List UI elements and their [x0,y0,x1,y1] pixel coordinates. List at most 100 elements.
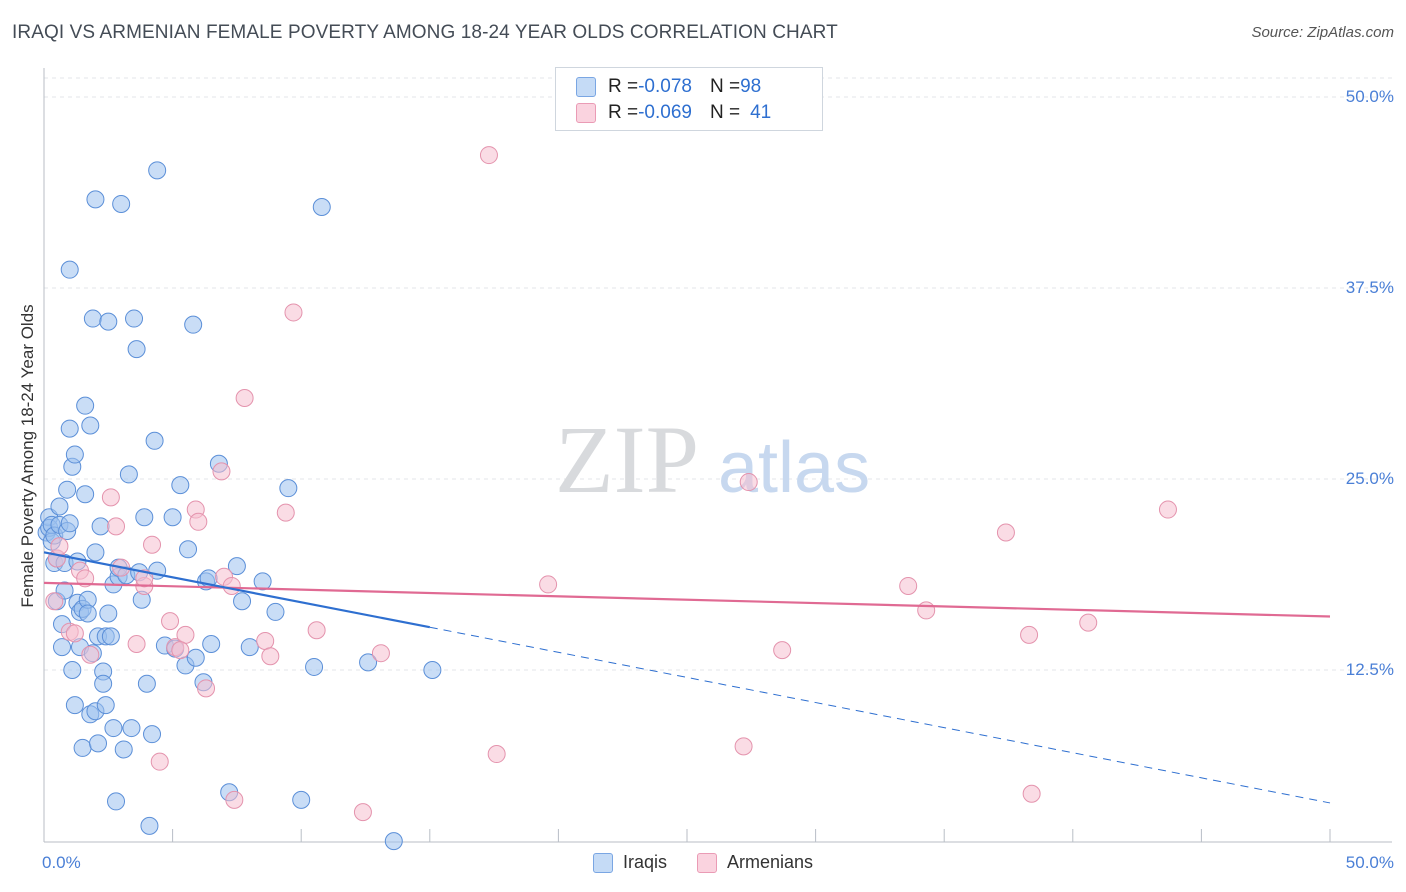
iraqis-point [140,816,159,835]
iraqis-point [266,602,285,621]
armenians-point [996,523,1015,542]
legend: Iraqis Armenians [0,852,1406,873]
armenians-point [1158,500,1177,519]
iraqis-point [184,315,203,334]
iraqis-point [91,517,110,536]
legend-item-iraqis[interactable]: Iraqis [592,852,667,873]
iraqis-point [305,657,324,676]
armenians-n-value: 41 [750,102,772,123]
grid-lines [44,77,1392,671]
armenians-point [773,641,792,660]
armenians-r-label: R = [608,102,639,123]
iraqis-point [81,416,100,435]
iraqis-point [233,592,252,611]
armenians-point [212,462,231,481]
watermark-atlas: atlas [718,428,870,508]
iraqis-point [94,674,113,693]
armenians-point [76,569,95,588]
iraqis-point [60,260,79,279]
armenians-point [222,576,241,595]
iraqis-point [53,638,72,657]
iraqis-n-value: 98 [740,76,762,97]
iraqis-point [227,557,246,576]
armenians-point [135,569,154,588]
iraqis-point [145,431,164,450]
legend-item-armenians[interactable]: Armenians [696,852,814,873]
armenians-point [225,790,244,809]
iraqis-point [65,696,84,715]
iraqis-n-label: N = [709,76,741,97]
armenians-point [256,631,275,650]
armenians-point [479,146,498,165]
iraqis-point [114,740,133,759]
iraqis-point [423,661,442,679]
legend-armenians-label: Armenians [726,852,814,872]
armenians-point [143,535,162,554]
trend-lines [43,551,1331,804]
iraqis-point [78,604,97,623]
iraqis-point [76,485,95,504]
iraqis-point [58,480,77,499]
armenians-point [189,512,208,531]
iraqis-point [89,734,108,753]
armenians-point [917,601,936,620]
legend-iraqis-swatch [592,852,613,873]
iraqis-point [60,514,79,533]
armenians-trend-line [43,581,1331,618]
stats-row-iraqis: R = -0.078 N = 98 [576,74,761,100]
iraqis-r-value: -0.078 [638,76,692,97]
stats-row-armenians: R = -0.069 N = 41 [576,100,771,126]
iraqis-point [202,635,221,654]
iraqis-point [137,674,156,693]
armenians-point [45,592,64,611]
armenians-point [539,575,558,594]
iraqis-point [60,419,79,438]
iraqis-point [384,832,403,851]
iraqis-point [279,479,298,498]
iraqis-point [171,476,190,495]
iraqis-point [99,312,118,331]
iraqis-point [127,340,146,359]
armenians-point [734,737,753,756]
armenians-point [1022,784,1041,803]
armenians-point [127,635,146,654]
armenians-point [899,576,918,595]
armenians-point [1079,613,1098,632]
iraqis-trend-line-extrapolated [429,626,1331,804]
iraqis-point [65,445,84,464]
watermark-zip: ZIP [555,406,699,513]
iraqis-point [186,648,205,667]
armenians-point [101,488,120,507]
iraqis-point [86,543,105,562]
armenians-point [65,624,84,643]
iraqis-point [125,309,144,328]
armenians-point [107,517,126,536]
iraqis-point [50,497,69,516]
iraqis-point [96,696,115,715]
y-tick-label-25: 25.0% [1345,469,1394,488]
iraqis-point [312,198,331,217]
armenians-point [371,644,390,663]
y-tick-label-50: 50.0% [1345,87,1394,106]
iraqis-point [122,719,141,738]
armenians-point [261,647,280,666]
iraqis-point [292,790,311,809]
iraqis-point [148,161,167,180]
iraqis-point [73,738,92,757]
iraqis-point [99,604,118,623]
iraqis-point [253,572,272,591]
chart-title: IRAQI VS ARMENIAN FEMALE POVERTY AMONG 1… [12,22,838,43]
iraqis-point [179,540,198,559]
armenians-r-value: -0.069 [638,102,692,123]
iraqis-point [76,396,95,415]
y-tick-label-12-5: 12.5% [1345,660,1394,679]
iraqis-point [135,508,154,527]
iraqis-swatch [576,77,596,97]
armenians-point [81,645,100,664]
iraqis-point [86,190,105,209]
iraqis-point [107,792,126,811]
iraqis-point [359,653,378,672]
source-label: Source: ZipAtlas.com [1251,24,1394,41]
armenians-point [150,752,169,771]
